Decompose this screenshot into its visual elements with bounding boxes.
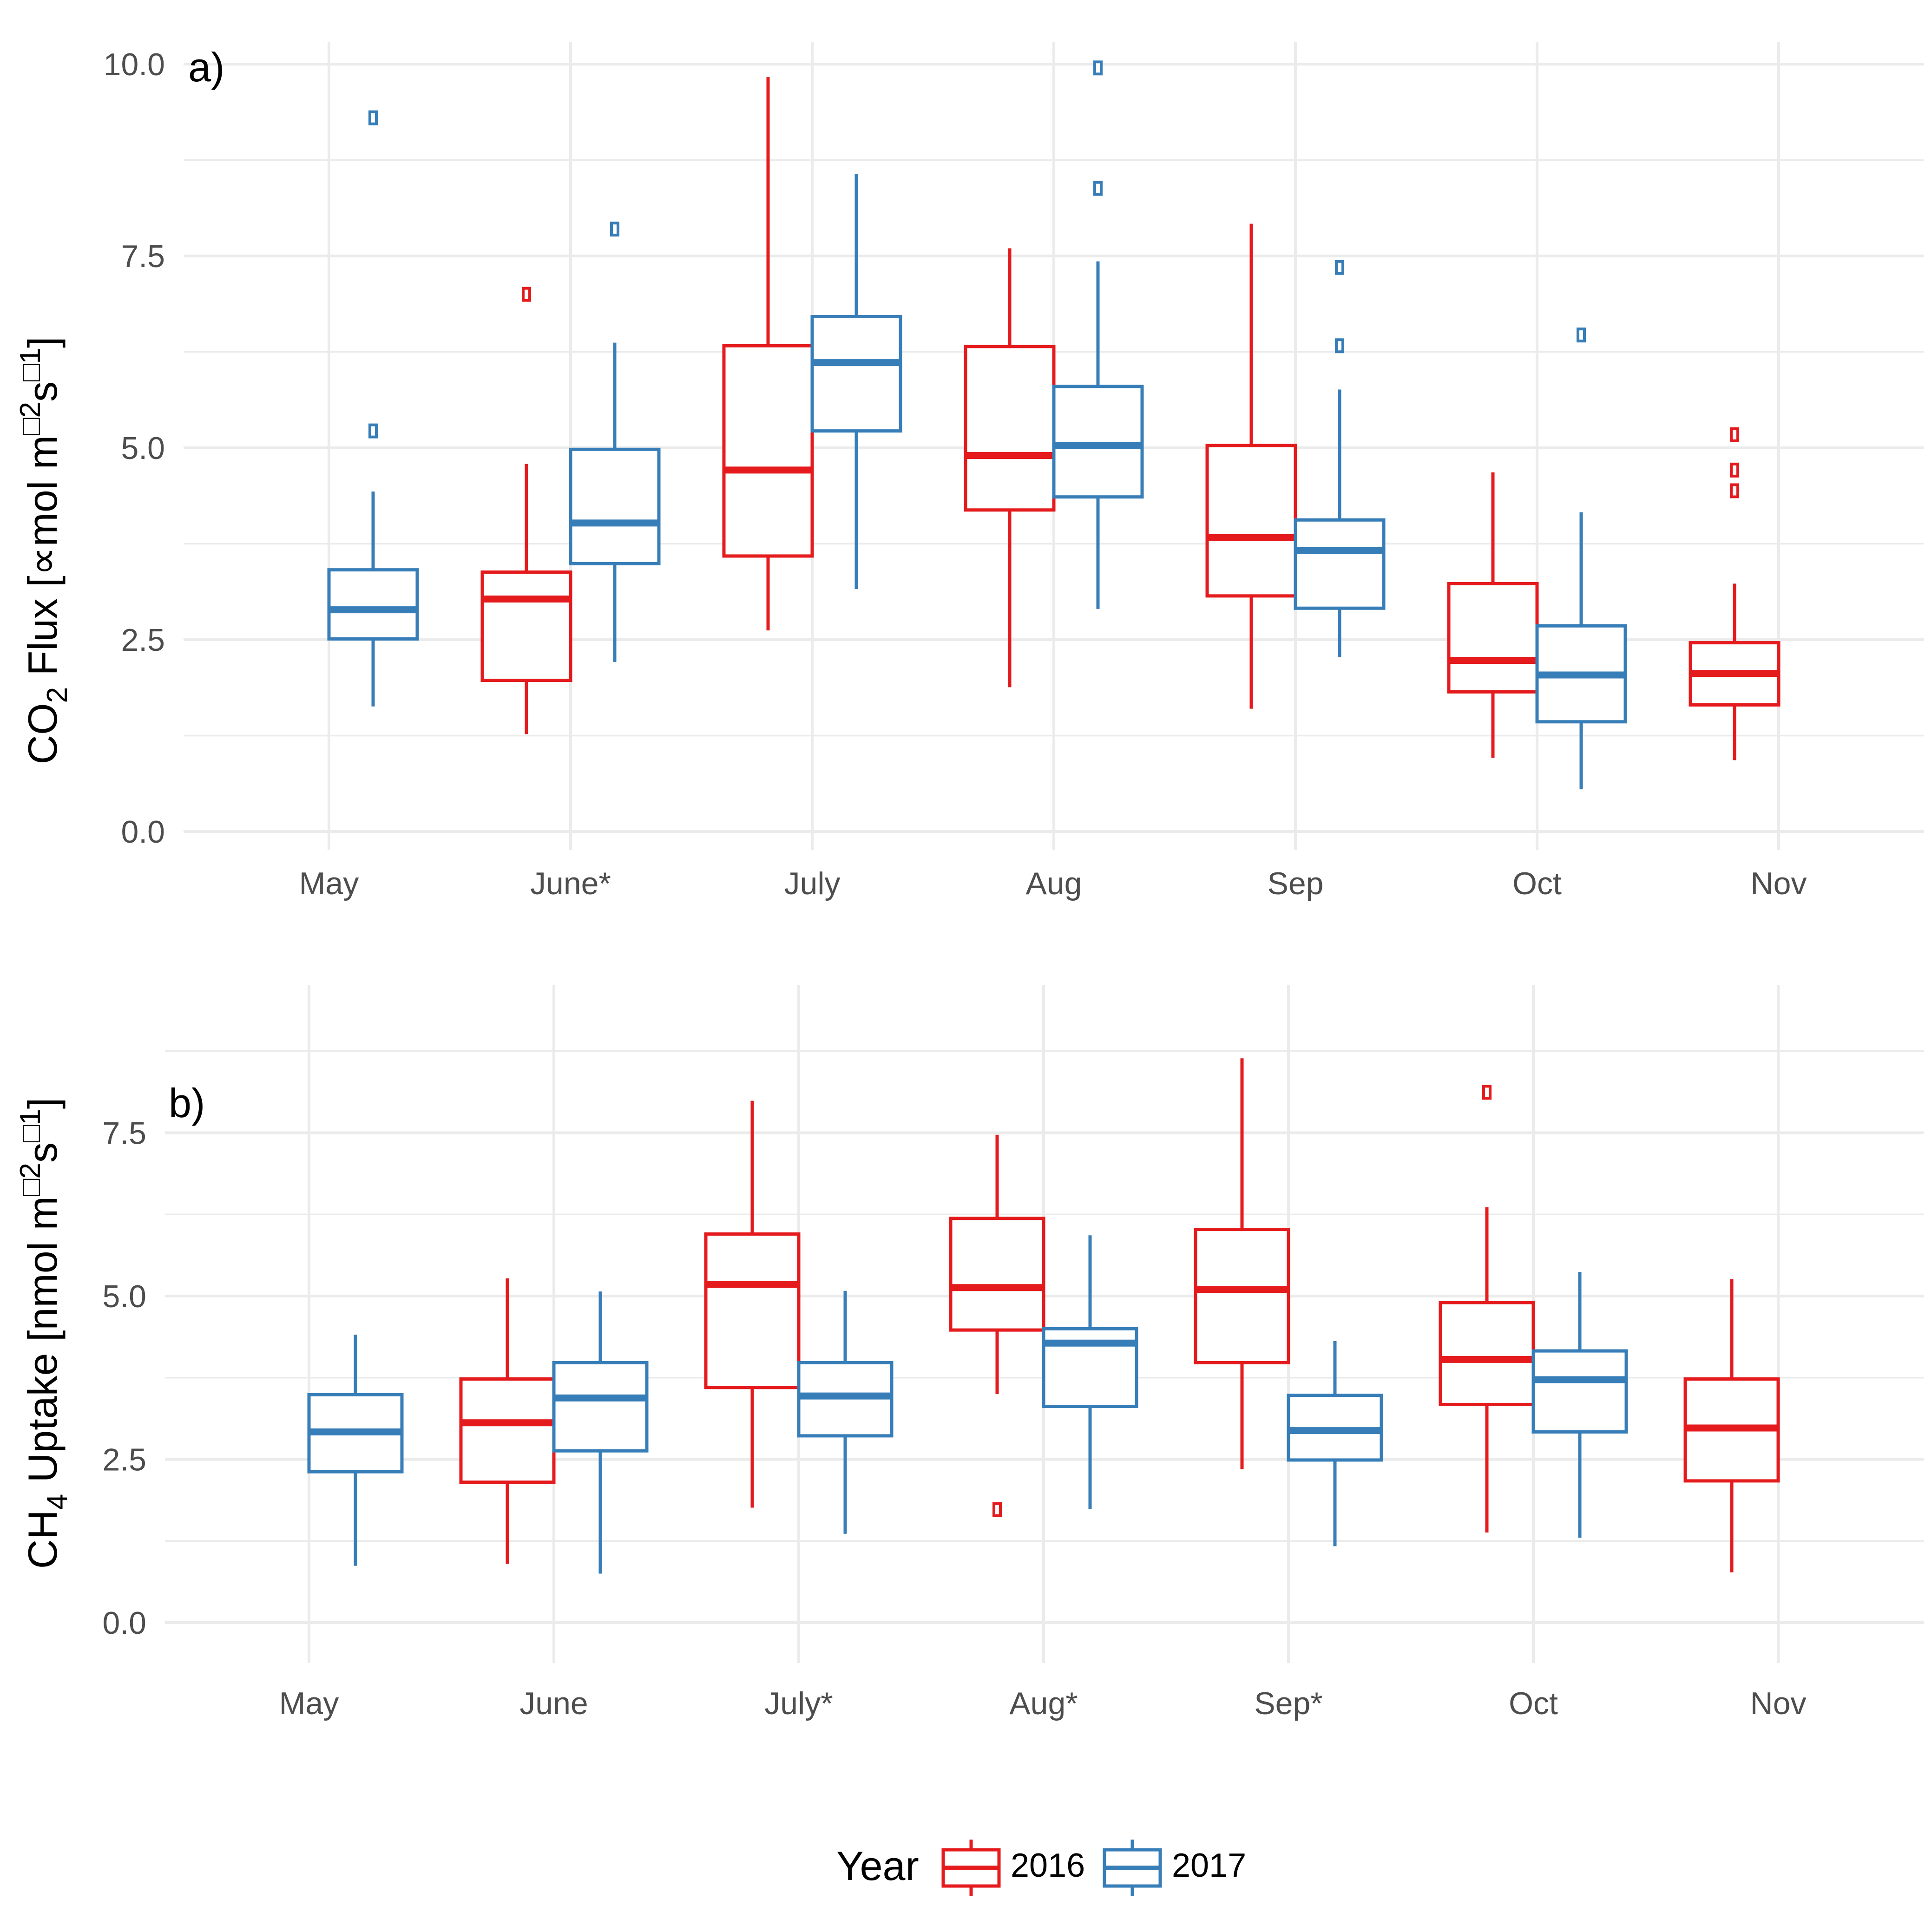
panel-b-y-axis-title: CH4 Uptake [nmol m□2s□1]: [14, 1098, 73, 1569]
outlier-point: [1335, 338, 1344, 354]
box-2017-July: [797, 1290, 894, 1534]
box-2017-June: [569, 222, 661, 662]
box-iqr: [704, 1232, 801, 1389]
box-2017-Aug: [1042, 1235, 1138, 1509]
box-2016-June: [459, 1278, 556, 1564]
y-tick-label: 2.5: [121, 622, 165, 658]
panel-a-boxes: [327, 60, 1781, 790]
box-2017-Aug: [1052, 60, 1144, 609]
x-tick-label: June: [519, 1686, 588, 1721]
box-iqr: [569, 447, 661, 565]
box-2017-July: [810, 174, 902, 589]
legend-key-2017: [1103, 1840, 1162, 1896]
box-2017-Oct: [1531, 1271, 1628, 1538]
box-2016-Aug: [964, 248, 1056, 688]
legend-key-2016: [941, 1840, 1001, 1896]
outlier-point: [368, 110, 378, 125]
outlier-point: [1730, 427, 1739, 442]
x-tick-label: July*: [764, 1686, 833, 1721]
box-2017-Oct: [1535, 327, 1627, 790]
outlier-point: [522, 287, 531, 302]
panel-b-boxes: [307, 1058, 1780, 1574]
box-iqr: [327, 568, 419, 641]
outlier-point: [1482, 1085, 1492, 1100]
x-tick-label: Nov: [1750, 1686, 1807, 1721]
box-2017-May: [327, 110, 419, 707]
outlier-point: [1730, 462, 1739, 478]
box-iqr: [949, 1217, 1045, 1332]
box-2016-Nov: [1689, 427, 1781, 760]
x-tick-label: Aug: [1026, 866, 1082, 901]
panel-b-tag: b): [169, 1080, 205, 1126]
box-2017-May: [307, 1334, 404, 1566]
box-2016-Oct: [1439, 1085, 1535, 1533]
box-iqr: [810, 315, 902, 433]
x-tick-label: Sep: [1268, 866, 1324, 901]
box-iqr: [1205, 444, 1297, 598]
x-tick-label: Nov: [1751, 866, 1807, 901]
panel-b-x-ticks: May June July* Aug* Sep* Oct Nov: [279, 1686, 1807, 1721]
legend: Year 2016 2017: [836, 1840, 1246, 1896]
x-tick-label: Oct: [1509, 1686, 1558, 1721]
box-2016-Sep: [1194, 1058, 1290, 1469]
legend-title: Year: [836, 1843, 919, 1889]
box-iqr: [1439, 1301, 1535, 1406]
outlier-point: [1577, 327, 1586, 343]
y-tick-label: 5.0: [102, 1279, 146, 1314]
box-iqr: [1194, 1228, 1290, 1364]
box-2017-Sep: [1287, 1341, 1383, 1546]
panel-a: 0.0 2.5 5.0 7.5 10.0 May June* July Aug Sep Oct No…: [14, 42, 1924, 901]
legend-label-2017: 2017: [1172, 1847, 1246, 1884]
box-2016-July: [722, 77, 814, 631]
x-tick-label: June*: [530, 866, 611, 901]
box-2016-Nov: [1683, 1279, 1780, 1572]
panel-b: 0.02.55.07.5 May June July* Aug* Sep* Oct Nov …: [14, 985, 1924, 1721]
outlier-point: [610, 222, 619, 237]
box-iqr: [964, 345, 1056, 512]
box-iqr: [1052, 385, 1144, 499]
y-tick-label: 7.5: [121, 239, 165, 274]
box-iqr: [1294, 518, 1386, 610]
x-tick-label: Aug*: [1009, 1686, 1078, 1721]
panel-a-y-ticks: 0.0 2.5 5.0 7.5 10.0: [104, 47, 165, 850]
box-2016-Aug: [949, 1134, 1045, 1517]
box-2016-Sep: [1205, 223, 1297, 709]
box-iqr: [722, 344, 814, 558]
box-2016-July: [704, 1100, 801, 1508]
x-tick-label: July: [784, 866, 841, 901]
box-iqr: [552, 1361, 649, 1453]
outlier-point: [368, 423, 378, 439]
y-tick-label: 0.0: [121, 814, 165, 850]
box-2017-Sep: [1294, 260, 1386, 657]
box-iqr: [1531, 1349, 1628, 1434]
y-tick-label: 2.5: [102, 1442, 146, 1478]
panel-a-tag: a): [188, 44, 224, 90]
x-tick-label: Oct: [1512, 866, 1562, 901]
y-tick-label: 10.0: [104, 47, 165, 82]
outlier-point: [1093, 60, 1103, 76]
x-tick-label: May: [299, 866, 359, 901]
box-iqr: [459, 1377, 556, 1484]
box-iqr: [480, 570, 572, 682]
x-tick-label: May: [279, 1686, 339, 1721]
panel-a-x-ticks: May June* July Aug Sep Oct Nov: [299, 866, 1807, 901]
box-2016-June: [480, 287, 572, 734]
y-tick-label: 7.5: [102, 1116, 146, 1151]
box-2017-June: [552, 1291, 649, 1574]
y-tick-label: 0.0: [102, 1605, 146, 1641]
box-iqr: [1447, 582, 1539, 694]
y-tick-label: 5.0: [121, 431, 165, 466]
panel-b-y-ticks: 0.0 2.5 5.0 7.5: [102, 1116, 146, 1641]
panel-a-y-axis-title: CO2 Flux [∝mol m□2s□1]: [14, 337, 73, 765]
outlier-point: [1093, 181, 1103, 196]
outlier-point: [1335, 260, 1344, 275]
x-tick-label: Sep*: [1254, 1686, 1322, 1721]
outlier-point: [992, 1502, 1002, 1517]
legend-label-2016: 2016: [1011, 1847, 1085, 1884]
outlier-point: [1730, 483, 1739, 498]
